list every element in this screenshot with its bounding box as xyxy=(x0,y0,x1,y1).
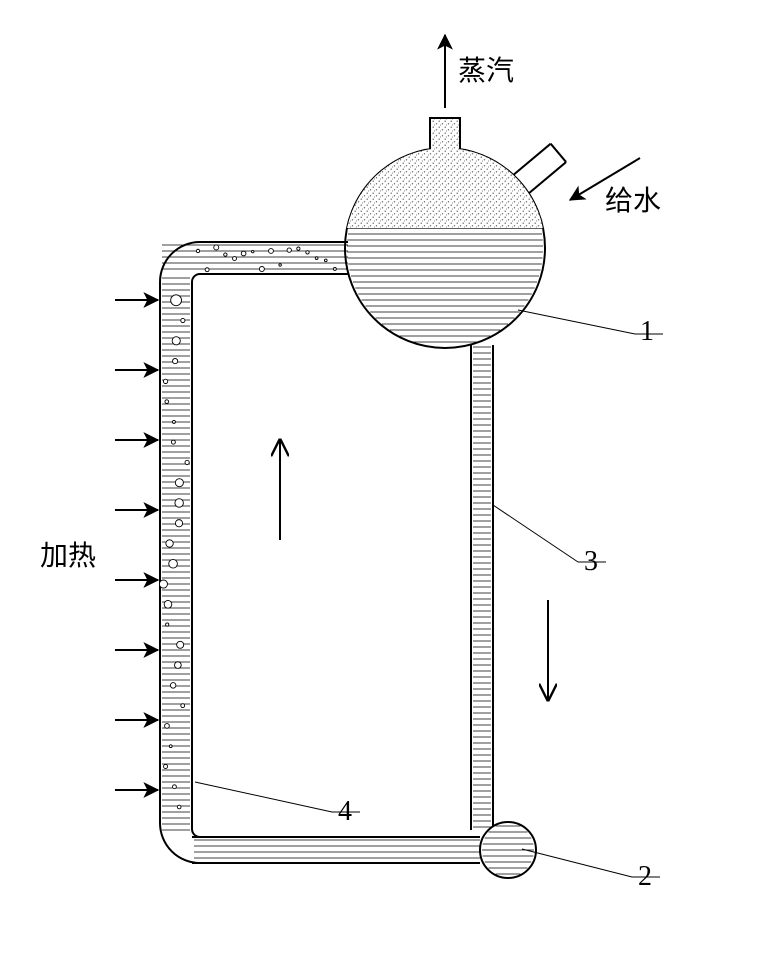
steam-outlet xyxy=(430,118,460,150)
leader-line xyxy=(522,849,632,877)
callout-number: 4 xyxy=(338,796,352,827)
label-steam: 蒸汽 xyxy=(458,55,514,87)
label-heating: 加热 xyxy=(40,540,96,572)
callout-number: 1 xyxy=(640,316,654,347)
leader-line xyxy=(518,310,635,334)
callout-number: 3 xyxy=(584,546,598,577)
water-hatch xyxy=(162,234,543,874)
arrows xyxy=(115,35,640,790)
leader-line xyxy=(493,505,578,562)
bubbles xyxy=(159,245,336,809)
water-fill xyxy=(347,148,543,228)
pipes xyxy=(160,118,566,878)
label-feedwater: 给水 xyxy=(605,185,661,217)
drum-steam-region xyxy=(347,148,543,228)
callout-number: 2 xyxy=(638,861,652,892)
leader-line xyxy=(195,782,332,812)
labels: 蒸汽给水加热 xyxy=(40,55,661,572)
riser-inner-wall xyxy=(192,274,348,837)
callouts: 1 3 4 2 xyxy=(195,310,663,892)
